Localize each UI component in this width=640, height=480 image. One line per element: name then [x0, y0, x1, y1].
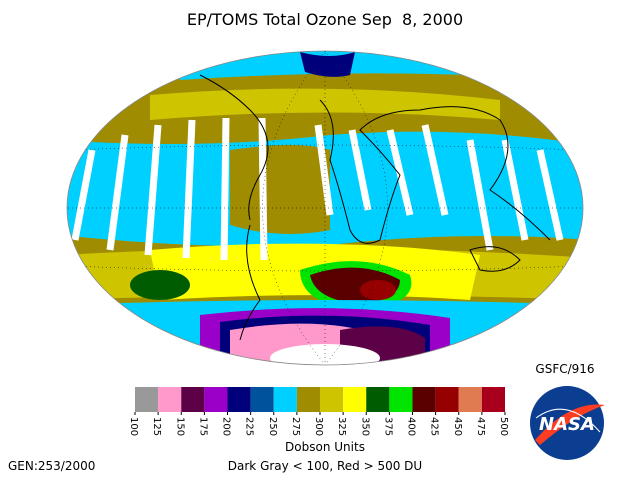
color-box — [296, 387, 320, 412]
color-box — [273, 387, 297, 412]
tick-label: 225 — [244, 417, 255, 436]
colorbar: 100 125 150 175 200 225 250 275 300 325 350 375 400 4… — [128, 387, 509, 436]
tick-label: 200 — [221, 417, 232, 436]
colorbar-label: Dobson Units — [285, 440, 365, 454]
color-box — [389, 387, 413, 412]
tick-label: 350 — [359, 417, 370, 436]
color-box — [204, 387, 228, 412]
color-box — [343, 387, 367, 412]
nasa-logo: NASA — [530, 386, 605, 460]
tick-label: 250 — [267, 417, 278, 436]
tick-label: 300 — [313, 417, 324, 436]
tick-label: 275 — [290, 417, 301, 436]
color-box — [181, 387, 205, 412]
tick-label: 125 — [151, 417, 162, 436]
colorbar-note: Dark Gray < 100, Red > 500 DU — [228, 459, 422, 473]
credit: GSFC/916 — [535, 362, 594, 376]
color-box — [320, 387, 344, 412]
logo-text: NASA — [539, 414, 595, 435]
color-box — [135, 387, 159, 412]
color-box — [227, 387, 251, 412]
color-box — [412, 387, 436, 412]
color-box — [366, 387, 390, 412]
tick-label: 450 — [452, 417, 463, 436]
title: EP/TOMS Total Ozone Sep 8, 2000 — [187, 10, 463, 29]
color-box — [250, 387, 274, 412]
tick-label: 100 — [128, 417, 139, 436]
tick-label: 425 — [429, 417, 440, 436]
tick-label: 150 — [174, 417, 185, 436]
tick-label: 175 — [197, 417, 208, 436]
color-box — [158, 387, 182, 412]
tick-label: 375 — [382, 417, 393, 436]
generation: GEN:253/2000 — [8, 459, 95, 473]
color-box — [435, 387, 459, 412]
globe-outline — [66, 50, 584, 366]
tick-label: 475 — [475, 417, 486, 436]
tick-label: 500 — [498, 417, 509, 436]
tick-label: 325 — [336, 417, 347, 436]
color-box — [458, 387, 482, 412]
color-box — [481, 387, 505, 412]
ozone-map — [67, 51, 583, 365]
tick-label: 400 — [406, 417, 417, 436]
